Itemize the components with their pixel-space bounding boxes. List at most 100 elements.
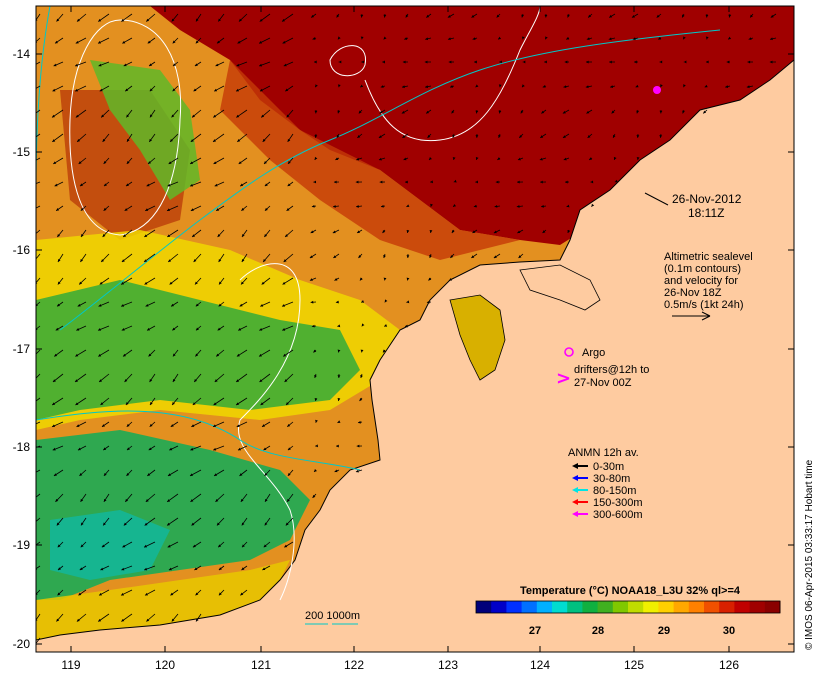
sealevel-contours — [69, 6, 541, 601]
velocity-arrow-head — [172, 402, 175, 405]
velocity-arrow-head — [682, 110, 685, 114]
velocity-arrow-head — [471, 255, 475, 258]
velocity-arrow-head — [286, 208, 290, 211]
velocity-arrow-head — [102, 234, 106, 237]
velocity-arrow-head — [145, 303, 149, 307]
velocity-arrow-head — [585, 60, 589, 64]
velocity-arrow-head — [217, 234, 221, 237]
velocity-arrow-head — [172, 353, 176, 357]
lon-tick-label: 120 — [155, 658, 175, 672]
velocity-arrow-head — [632, 37, 636, 41]
velocity-arrow-head — [126, 423, 130, 427]
velocity-arrow-head — [30, 424, 33, 427]
velocity-arrow-head — [355, 180, 359, 184]
velocity-arrow-head — [123, 353, 126, 357]
velocity-arrow-head — [520, 110, 524, 114]
velocity-arrow-head — [80, 498, 84, 502]
velocity-arrow-head — [703, 110, 707, 114]
velocity-arrow — [36, 85, 41, 89]
velocity-arrow-head — [236, 88, 239, 92]
velocity-arrow-head — [236, 424, 240, 427]
velocity-arrow-head — [145, 499, 149, 502]
velocity-arrow-head — [144, 544, 148, 548]
velocity-arrow-head — [259, 88, 263, 92]
colorbar-frame — [475, 600, 781, 614]
velocity-arrow-head — [310, 230, 314, 233]
timestamp-pointer — [644, 192, 669, 206]
velocity-arrow-head — [172, 63, 176, 67]
velocity-arrow-head — [236, 353, 240, 357]
velocity-arrow — [36, 133, 41, 138]
velocity-arrow-head — [190, 473, 194, 476]
velocity-arrow-head — [99, 281, 103, 285]
lon-tick-label: 121 — [251, 658, 271, 672]
colorbar-segment — [628, 601, 644, 613]
lon-tick-label: 122 — [344, 658, 364, 672]
velocity-arrow-head — [237, 139, 241, 142]
velocity-arrow-head — [426, 110, 430, 114]
velocity-arrow — [36, 301, 41, 307]
velocity-arrow-head — [475, 135, 479, 138]
velocity-arrow-head — [218, 544, 222, 548]
colorbar-segment — [673, 601, 690, 613]
velocity-arrow-head — [541, 204, 544, 208]
colorbar-segment — [567, 601, 583, 613]
velocity-arrow-head — [475, 156, 479, 160]
velocity-arrow-head — [360, 375, 363, 378]
velocity-arrow-head — [167, 183, 171, 187]
velocity-arrow-head — [261, 281, 265, 285]
velocity-arrow-head — [614, 179, 618, 183]
velocity-arrow-head — [171, 18, 175, 22]
velocity-arrow-head — [770, 14, 774, 18]
velocity-arrow-head — [725, 85, 729, 88]
sea-green-region — [36, 280, 360, 420]
velocity-arrow — [36, 325, 41, 330]
colorbar-title: Temperature (°C) NOAA18_L3U 32% ql>=4 — [520, 585, 741, 597]
velocity-arrow-head — [314, 375, 317, 378]
velocity-arrow-head — [406, 255, 410, 258]
velocity-arrow-head — [194, 379, 198, 382]
velocity-arrow-head — [382, 349, 386, 353]
velocity-arrow-head — [100, 567, 104, 571]
velocity-arrow-head — [52, 379, 56, 382]
longitude-axis: 119 120 121 122 123 124 125 126 — [61, 6, 739, 672]
velocity-arrow-head — [591, 203, 595, 207]
velocity-arrow-head — [357, 230, 361, 233]
velocity-arrow-head — [98, 18, 102, 22]
velocity-arrow-head — [241, 544, 245, 548]
colorbar-tick-label: 28 — [592, 625, 604, 637]
velocity-arrow-head — [213, 424, 217, 428]
velocity-arrow-head — [53, 473, 57, 476]
velocity-arrow-head — [750, 14, 753, 18]
velocity-arrow — [36, 253, 41, 260]
velocity-arrow-head — [567, 14, 570, 18]
velocity-arrow-head — [195, 18, 199, 22]
velocity-arrow-head — [453, 203, 457, 207]
velocity-arrow-head — [260, 402, 264, 405]
velocity-arrow-head — [287, 423, 291, 427]
velocity-arrow-head — [55, 40, 59, 44]
velocity-arrow-head — [542, 230, 546, 233]
colorbar-segment — [521, 601, 538, 613]
velocity-arrow-head — [683, 84, 686, 88]
velocity-arrow — [36, 61, 41, 65]
velocity-arrow-head — [334, 277, 338, 281]
velocity-arrow-head — [236, 63, 240, 67]
velocity-arrow-head — [190, 447, 194, 451]
velocity-arrow-head — [335, 157, 339, 160]
velocity-arrow-head — [312, 37, 316, 40]
velocity-arrow-head — [77, 18, 80, 22]
velocity-arrow-head — [769, 37, 773, 41]
velocity-arrow-head — [314, 135, 318, 138]
velocity-arrow-head — [474, 60, 477, 64]
velocity-arrow-head — [75, 40, 79, 44]
altimetry-line-2: and velocity for — [664, 275, 738, 287]
velocity-arrow-head — [75, 379, 78, 382]
velocity-arrow-head — [76, 424, 80, 427]
velocity-arrow-head — [99, 379, 103, 382]
velocity-arrow-head — [195, 40, 199, 44]
velocity-arrow-head — [149, 423, 153, 427]
velocity-arrow-head — [55, 498, 59, 502]
velocity-arrow-head — [102, 138, 106, 142]
velocity-arrow-head — [360, 84, 364, 88]
